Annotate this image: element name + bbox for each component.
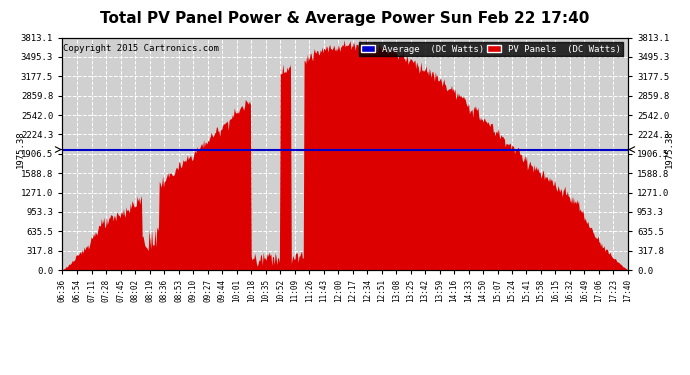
Text: 1975.38: 1975.38 bbox=[16, 131, 25, 168]
Text: Copyright 2015 Cartronics.com: Copyright 2015 Cartronics.com bbox=[63, 45, 219, 54]
Text: Total PV Panel Power & Average Power Sun Feb 22 17:40: Total PV Panel Power & Average Power Sun… bbox=[100, 11, 590, 26]
Legend: Average  (DC Watts), PV Panels  (DC Watts): Average (DC Watts), PV Panels (DC Watts) bbox=[359, 42, 623, 56]
Text: 1975.38: 1975.38 bbox=[665, 131, 674, 168]
